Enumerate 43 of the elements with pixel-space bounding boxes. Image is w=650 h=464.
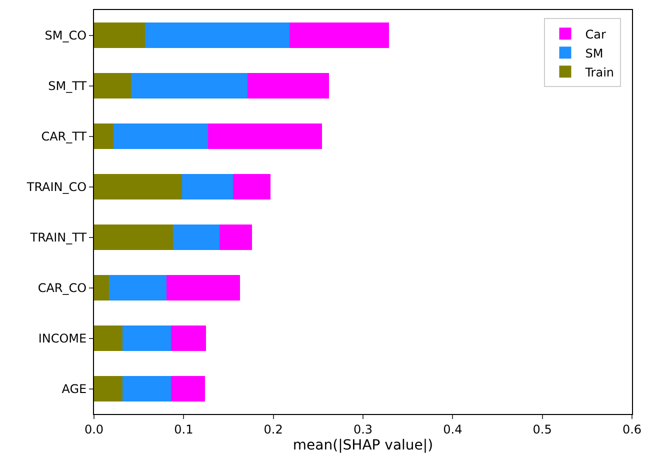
x-tick-label: 0.0 [84,422,104,436]
bar [94,174,182,200]
bar [247,73,329,98]
bar [122,376,172,402]
bar [114,124,208,149]
x-tick-label: 0.1 [174,422,194,436]
y-tick-label: SM_TT [48,78,88,93]
legend-label: SM [585,46,604,60]
x-tick-label: 0.4 [443,422,462,436]
y-tick-label: SM_CO [44,28,87,42]
y-tick-label: TRAIN_TT [29,230,88,244]
bar [171,326,206,351]
y-tick-label: CAR_CO [38,280,87,295]
bar [94,73,131,98]
bar [208,124,322,149]
x-tick-label: 0.2 [264,422,283,436]
y-tick-label: INCOME [38,331,87,346]
bar [109,275,167,300]
bar [94,376,123,402]
bar [94,224,173,250]
x-tick-label: 0.3 [353,422,373,436]
legend-label: Train [584,65,614,80]
bar [172,224,220,250]
bar [94,124,114,149]
x-axis-title: mean(|SHAP value|) [292,438,434,454]
bar [289,22,389,48]
bar [182,174,233,200]
x-tick-label: 0.6 [622,422,642,436]
y-tick-label: TRAIN_CO [26,180,87,194]
bar [171,376,206,402]
bar [122,326,172,351]
bar [220,224,252,250]
y-tick-label: AGE [62,382,87,396]
y-tick-label: CAR_TT [41,129,88,144]
legend-label: Car [585,27,606,42]
x-tick-label: 0.5 [532,422,552,436]
bar [166,275,240,300]
bar [94,326,123,351]
bar [94,275,110,300]
bar [130,73,248,98]
bar [145,22,290,48]
bar [94,22,146,48]
bar [232,174,271,200]
